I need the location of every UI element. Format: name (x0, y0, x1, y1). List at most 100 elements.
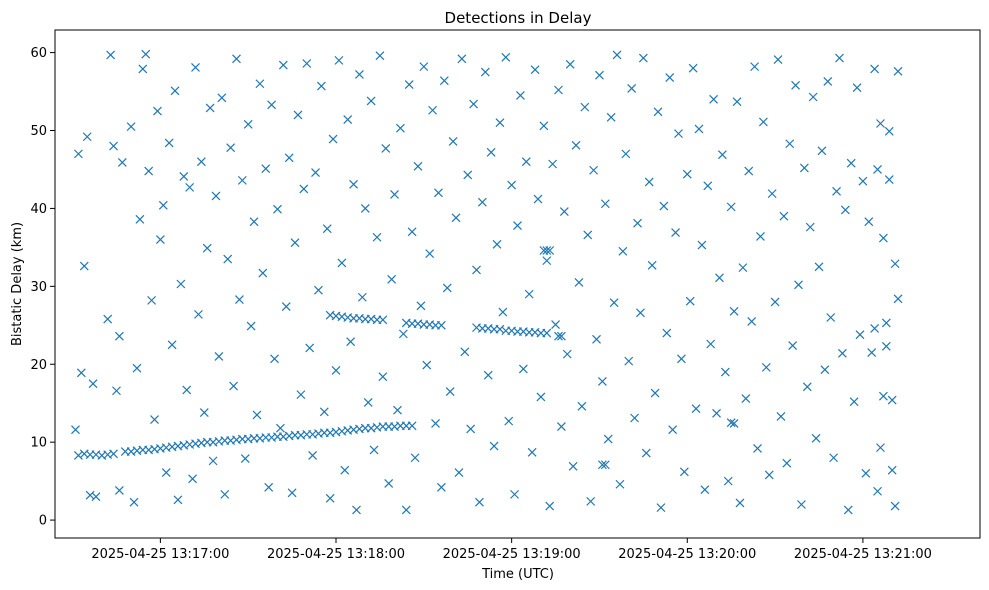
data-point (413, 161, 423, 171)
data-point (410, 453, 420, 463)
data-point (346, 337, 356, 347)
data-point (460, 347, 470, 357)
data-point (91, 492, 101, 502)
data-point (659, 201, 669, 211)
data-point (770, 297, 780, 307)
data-point (554, 331, 563, 341)
data-point (363, 398, 373, 407)
data-point (390, 189, 399, 199)
data-point (764, 470, 774, 480)
data-point (571, 140, 581, 150)
x-axis-label: Time (UTC) (481, 567, 554, 582)
data-point (656, 503, 666, 513)
data-point (237, 175, 247, 185)
data-point (750, 62, 760, 72)
data-point (504, 416, 514, 426)
data-point (565, 59, 575, 69)
data-point (732, 97, 742, 107)
data-point (694, 124, 704, 134)
data-point (533, 194, 543, 204)
data-point (706, 339, 716, 349)
data-point (797, 500, 806, 509)
data-point (293, 110, 303, 120)
data-point (308, 450, 318, 460)
data-point (73, 149, 83, 159)
data-point (741, 394, 751, 403)
data-point (641, 448, 651, 458)
data-point (267, 100, 277, 110)
data-point (867, 348, 877, 357)
data-point (393, 405, 402, 415)
data-point (290, 238, 300, 248)
data-point (744, 166, 754, 176)
data-point (328, 134, 338, 144)
y-axis: 0 10 20 30 40 50 60 (30, 46, 55, 529)
data-point (185, 182, 195, 192)
data-point (837, 348, 847, 358)
data-point (703, 181, 713, 191)
data-point (878, 391, 888, 401)
data-point (472, 265, 481, 275)
data-point (794, 280, 803, 290)
data-point (431, 419, 440, 428)
data-point (305, 343, 315, 353)
y-tick-label: 0 (39, 514, 47, 529)
data-point (337, 258, 347, 268)
data-point (88, 379, 98, 389)
data-point (597, 460, 607, 470)
data-point (483, 370, 493, 380)
data-point (322, 224, 332, 234)
data-point (155, 235, 165, 245)
y-tick-label: 50 (30, 124, 47, 139)
data-point (357, 292, 367, 302)
data-point (630, 413, 640, 423)
data-point (226, 143, 236, 153)
data-point (158, 200, 168, 210)
data-point (296, 390, 306, 400)
data-point (559, 207, 569, 216)
data-point (890, 501, 900, 511)
data-point (451, 213, 461, 223)
data-point (349, 179, 359, 189)
data-point (521, 157, 531, 167)
data-point (636, 308, 645, 318)
data-point (398, 329, 408, 339)
data-point (378, 372, 388, 382)
x-axis: 2025-04-25 13:17:00 2025-04-25 13:18:00 20… (91, 538, 932, 562)
data-point (407, 421, 417, 431)
data-point (876, 119, 885, 128)
data-point (434, 188, 443, 198)
data-point (811, 433, 821, 443)
data-point (542, 328, 552, 338)
data-point (852, 83, 862, 93)
data-point (191, 62, 200, 72)
data-point (756, 232, 765, 241)
data-point (679, 467, 689, 477)
data-point (870, 64, 880, 74)
x-tick-label: 2025-04-25 13:21:00 (794, 547, 932, 562)
data-point (489, 441, 499, 451)
data-point (436, 320, 446, 330)
data-point (761, 362, 771, 372)
data-point (510, 489, 519, 499)
data-point (480, 67, 490, 77)
data-point (79, 261, 89, 271)
data-point (808, 92, 818, 102)
data-point (832, 186, 841, 196)
data-point (445, 387, 455, 396)
plot-frame (54, 29, 981, 539)
data-point (527, 447, 537, 457)
y-tick-label: 10 (30, 436, 47, 451)
data-point (817, 146, 827, 156)
data-point (840, 205, 850, 215)
data-point (621, 149, 631, 159)
data-point (556, 331, 566, 341)
data-point (316, 81, 326, 91)
data-point (153, 106, 162, 116)
data-point (668, 425, 678, 435)
data-point (615, 479, 625, 489)
data-point (753, 443, 762, 453)
data-point (486, 147, 496, 157)
